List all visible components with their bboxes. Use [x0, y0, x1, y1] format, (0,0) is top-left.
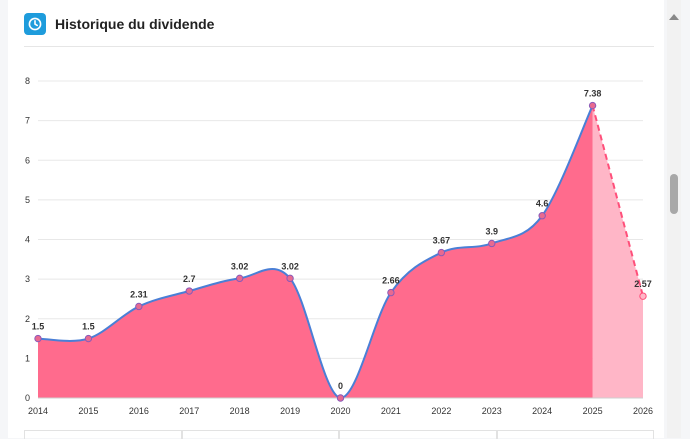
data-point — [235, 274, 244, 283]
data-point — [135, 302, 143, 311]
data-point — [538, 212, 546, 220]
x-tick-label: 2026 — [633, 406, 653, 416]
data-value-label: 1.5 — [82, 322, 95, 332]
x-tick-label: 2015 — [78, 406, 98, 416]
y-tick-label: 4 — [25, 235, 30, 245]
data-point — [286, 274, 294, 283]
card-header: Historique du dividende — [24, 12, 214, 36]
projection-area — [592, 105, 643, 398]
x-tick-label: 2022 — [431, 406, 451, 416]
stat-cell — [24, 430, 182, 439]
y-tick-label: 3 — [25, 274, 30, 284]
data-value-label: 2.57 — [634, 279, 652, 289]
data-value-label: 3.67 — [433, 236, 451, 246]
data-value-label: 1.5 — [32, 322, 45, 332]
dividend-area-chart: 0 1 2 3 4 5 6 7 8 1.5 2014 1.5 2015 2.31 2016 2.7 2017 3.… — [25, 76, 653, 416]
data-value-label: 2.7 — [183, 274, 196, 284]
stat-cell — [181, 430, 339, 439]
data-point — [639, 292, 647, 300]
data-point — [34, 334, 42, 343]
y-tick-label: 5 — [25, 195, 30, 205]
x-tick-label: 2014 — [28, 406, 48, 416]
data-point — [488, 239, 496, 248]
stat-cell — [339, 430, 497, 439]
data-value-label: 7.38 — [584, 89, 602, 99]
scrollbar[interactable] — [667, 0, 681, 438]
y-tick-label: 2 — [25, 314, 30, 324]
data-point — [387, 288, 395, 297]
data-value-label: 0 — [338, 381, 343, 391]
x-tick-label: 2019 — [280, 406, 300, 416]
y-tick-label: 7 — [25, 116, 30, 126]
y-tick-label: 8 — [25, 76, 30, 86]
data-point — [588, 101, 597, 110]
data-point — [336, 394, 345, 402]
x-tick-label: 2016 — [129, 406, 149, 416]
data-point — [437, 248, 446, 257]
header-divider — [24, 46, 654, 47]
data-value-label: 3.02 — [281, 261, 299, 271]
data-value-label: 3.9 — [485, 226, 498, 236]
data-point — [84, 334, 93, 343]
dividend-area — [38, 105, 593, 398]
projection-line — [591, 105, 644, 297]
data-point — [185, 287, 193, 295]
x-tick-label: 2024 — [532, 406, 552, 416]
data-value-label: 3.02 — [231, 261, 249, 271]
x-tick-label: 2017 — [179, 406, 199, 416]
stats-row — [24, 430, 654, 439]
card-title: Historique du dividende — [55, 16, 215, 32]
stat-cell — [496, 430, 654, 439]
x-tick-label: 2021 — [381, 406, 401, 416]
y-tick-label: 6 — [25, 155, 30, 165]
data-value-label: 2.66 — [382, 276, 400, 286]
y-tick-label: 0 — [25, 393, 30, 403]
scrollbar-thumb[interactable] — [670, 174, 678, 214]
x-tick-label: 2025 — [583, 406, 603, 416]
x-tick-label: 2023 — [482, 406, 502, 416]
x-tick-label: 2018 — [230, 406, 250, 416]
data-value-label: 2.31 — [130, 289, 148, 299]
scroll-up-arrow-icon[interactable] — [669, 14, 679, 20]
x-tick-label: 2020 — [330, 406, 350, 416]
clock-icon — [24, 13, 46, 35]
y-tick-label: 1 — [25, 353, 30, 363]
data-value-label: 4.6 — [536, 199, 549, 209]
